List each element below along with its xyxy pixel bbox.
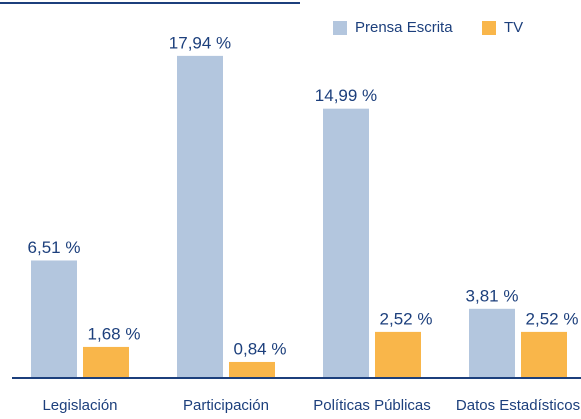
value-label: 3,81 % [466,286,519,305]
value-label: 2,52 % [380,309,433,328]
value-label: 2,52 % [526,309,579,328]
bar [375,331,421,377]
x-tick-label: Datos Estadísticos [456,397,580,414]
x-tick-label: Participación [183,397,269,414]
x-tick-label: Legislación [42,397,117,414]
bar [469,308,515,377]
legend-label: TV [504,19,523,36]
bar [31,260,77,377]
value-label: 14,99 % [315,86,377,105]
legend-swatch [333,21,347,35]
value-label: 0,84 % [234,339,287,358]
x-tick-label: Políticas Públicas [313,397,431,414]
bar [521,331,567,377]
bar [229,361,275,377]
value-label: 1,68 % [88,324,141,343]
bar [323,108,369,377]
bar [177,55,223,378]
legend-swatch [482,21,496,35]
value-label: 6,51 % [28,238,81,257]
legend-label: Prensa Escrita [355,19,453,36]
bar [83,346,129,377]
value-label: 17,94 % [169,33,231,52]
